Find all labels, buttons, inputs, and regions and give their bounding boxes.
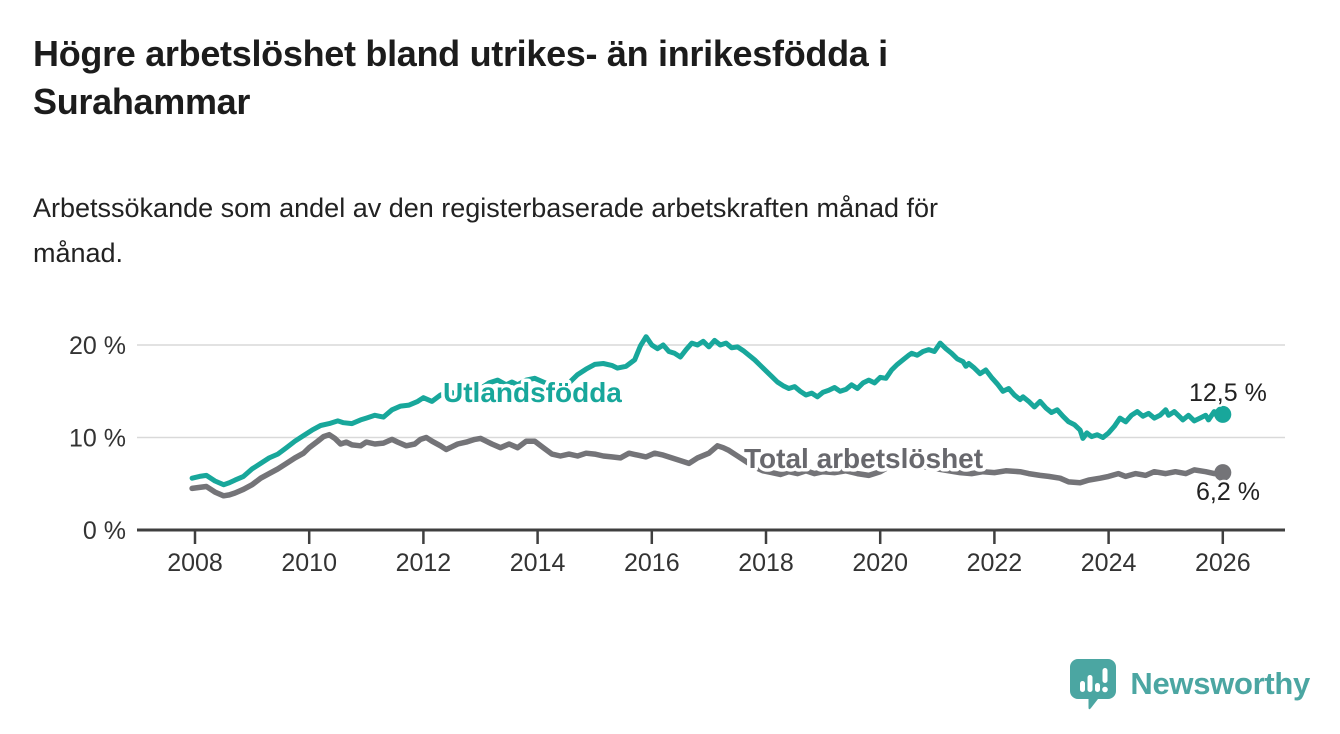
series-end-dot-utlandsfodda — [1214, 405, 1232, 423]
x-tick-label: 2018 — [738, 549, 794, 577]
x-tick-label: 2022 — [967, 549, 1023, 577]
newsworthy-wordmark: Newsworthy — [1130, 666, 1310, 701]
y-tick-label: 10 % — [69, 425, 126, 453]
series-line-total — [189, 431, 1226, 499]
x-tick-label: 2024 — [1081, 549, 1137, 577]
series-line-utlandsfodda — [189, 334, 1226, 488]
end-value-total: 6,2 % — [1196, 478, 1260, 506]
x-axis: 2008 2010 2012 2014 2016 2018 2020 2022 2024 2026 — [137, 528, 1285, 577]
series-lines — [189, 334, 1232, 499]
end-value-utlandsfodda: 12,5 % — [1189, 379, 1267, 407]
series-label-total-arbetsloshet: Total arbetslöshet — [744, 443, 983, 474]
x-tick-label: 2016 — [624, 549, 680, 577]
x-tick-label: 2008 — [167, 549, 223, 577]
series-end-dot-total — [1214, 464, 1232, 482]
x-tick-label: 2020 — [852, 549, 908, 577]
newsworthy-logo-icon — [1070, 659, 1117, 710]
y-tick-label: 20 % — [69, 332, 126, 360]
x-tick-label: 2026 — [1195, 549, 1251, 577]
page-title: Högre arbetslöshet bland utrikes- än inr… — [33, 33, 888, 122]
y-tick-label: 0 % — [83, 517, 126, 545]
x-tick-label: 2010 — [281, 549, 337, 577]
x-tick-label: 2012 — [396, 549, 452, 577]
newsworthy-brand: Newsworthy — [1069, 658, 1310, 710]
x-tick-label: 2014 — [510, 549, 566, 577]
series-label-utlandsfodda: Utlandsfödda — [443, 377, 622, 408]
page-subtitle: Arbetssökande som andel av den registerb… — [33, 193, 939, 268]
